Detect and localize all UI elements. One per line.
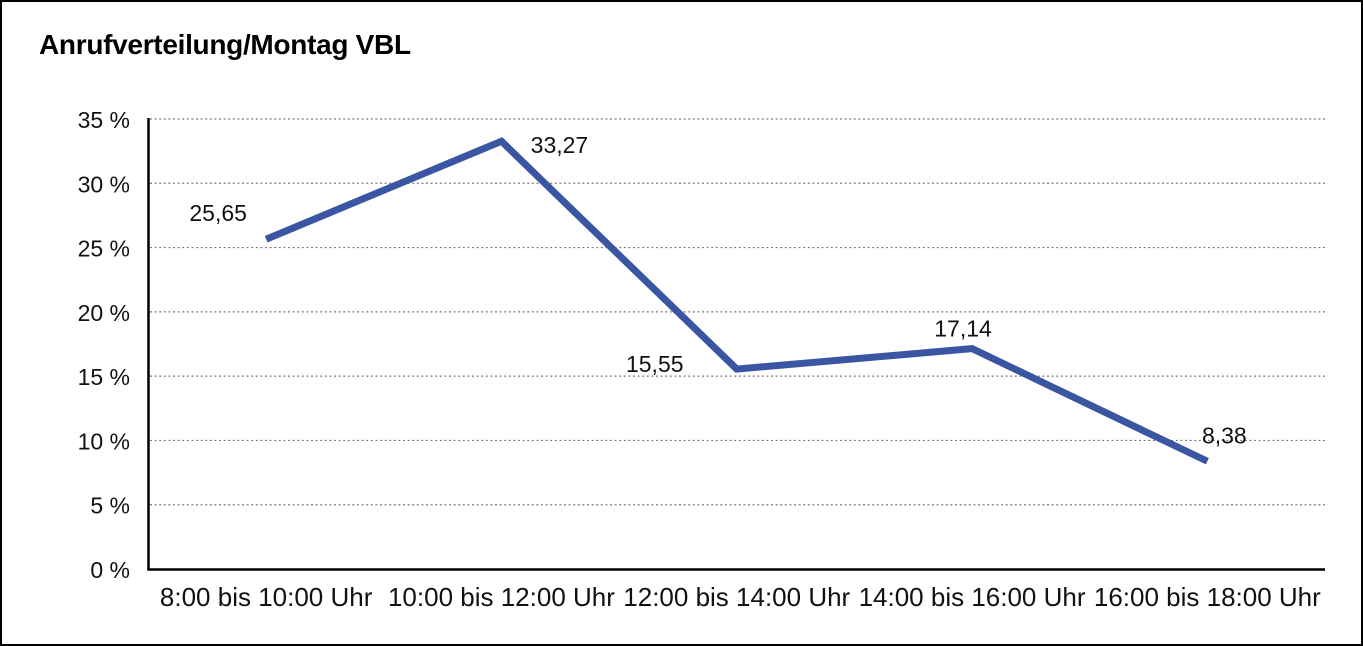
x-axis-tick-label: 14:00 bis 16:00 Uhr bbox=[859, 582, 1086, 612]
x-axis-tick-label: 12:00 bis 14:00 Uhr bbox=[623, 582, 850, 612]
y-axis-tick-label: 35 % bbox=[78, 107, 130, 133]
y-axis-tick-label: 0 % bbox=[90, 557, 130, 583]
y-axis-tick-label: 5 % bbox=[90, 493, 130, 519]
y-axis-tick-label: 10 % bbox=[78, 428, 130, 454]
data-point-label: 17,14 bbox=[934, 316, 992, 342]
data-point-label: 25,65 bbox=[189, 200, 247, 226]
data-point-label: 33,27 bbox=[531, 132, 589, 158]
data-point-label: 15,55 bbox=[626, 351, 684, 377]
y-axis-tick-label: 15 % bbox=[78, 364, 130, 390]
y-axis-tick-label: 25 % bbox=[78, 236, 130, 262]
x-axis-tick-label: 10:00 bis 12:00 Uhr bbox=[388, 582, 615, 612]
x-axis-tick-label: 16:00 bis 18:00 Uhr bbox=[1094, 582, 1321, 612]
x-axis-tick-label: 8:00 bis 10:00 Uhr bbox=[160, 582, 373, 612]
chart-title: Anrufverteilung/Montag VBL bbox=[39, 29, 411, 60]
y-axis-tick-label: 20 % bbox=[78, 300, 130, 326]
series-line bbox=[264, 137, 1209, 465]
y-axis-tick-label: 30 % bbox=[78, 171, 130, 197]
data-point-label: 8,38 bbox=[1202, 422, 1247, 448]
